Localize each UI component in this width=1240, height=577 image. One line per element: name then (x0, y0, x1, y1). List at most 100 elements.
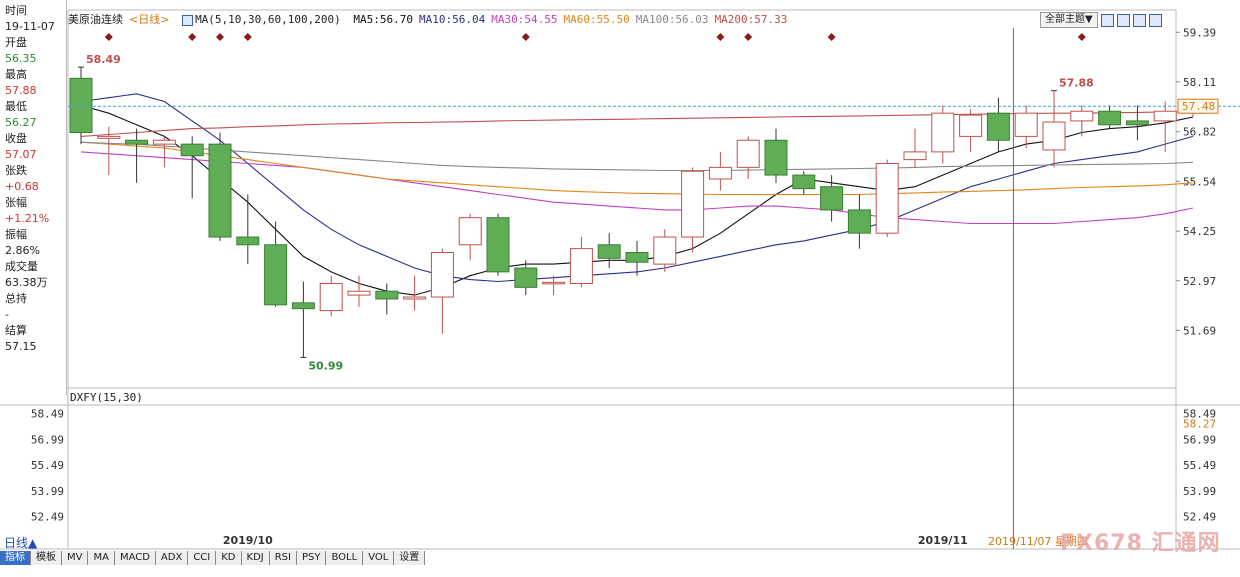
tab-4[interactable]: MACD (114, 551, 156, 565)
cursor-date-label: 2019/11/07 星期四 (988, 535, 1088, 548)
sub-axis-right-label: 58.27 (1183, 418, 1216, 431)
layout-icon[interactable] (1132, 14, 1146, 27)
maximize-icon[interactable] (1148, 14, 1162, 27)
candle-body (653, 236, 677, 265)
volume-label: 成交量 (5, 260, 38, 273)
extreme-price-label: 50.99 (308, 359, 343, 372)
candle-body (208, 143, 232, 238)
sub-y-tick-label-left: 58.49 (31, 408, 64, 421)
sub-indicator-title: DXFY(15,30) (70, 391, 143, 404)
cursor-price-box (1177, 98, 1219, 114)
ma-value-label: MA30:54.55 (491, 13, 558, 26)
cursor-price-label: 57.48 (1182, 100, 1215, 113)
tab-3[interactable]: MA (88, 551, 115, 565)
sub-y-tick-label: 52.49 (1183, 510, 1216, 523)
tab-2[interactable]: MV (62, 551, 89, 565)
x-tick-label: 2019/11 (918, 534, 968, 547)
candle-body (1125, 120, 1149, 126)
instrument-title: 美原油连续 (68, 13, 123, 26)
candle-body (125, 139, 149, 145)
candle-body (319, 282, 343, 312)
candle-body (820, 186, 844, 211)
candle-body (708, 166, 732, 180)
event-marker-icon (521, 33, 530, 41)
candle-body (236, 236, 260, 246)
sub-y-tick-label: 56.99 (1183, 433, 1216, 446)
change-pct-label: 张幅 (5, 196, 27, 209)
event-marker-icon (1077, 33, 1086, 41)
y-tick-label: 59.39 (1183, 26, 1216, 39)
candle-body (180, 143, 204, 157)
high-label: 最高 (5, 68, 27, 81)
tab-11[interactable]: BOLL (326, 551, 364, 565)
candle-body (486, 217, 510, 273)
y-tick-label: 55.54 (1183, 175, 1216, 188)
indicator-tab-bar: 指标 模板 MV MA MACD ADX CCI KD KDJ RSI PSY BOLL VOL 设置 (0, 551, 426, 565)
ma-value-label: MA200:57.33 (714, 13, 788, 26)
candle-body (152, 139, 176, 145)
candle-body (736, 139, 760, 168)
event-marker-icon (744, 33, 753, 41)
amplitude-value: 2.86% (5, 244, 40, 257)
candle-body (792, 174, 816, 190)
ma-value-label: MA100:56.03 (635, 13, 709, 26)
candle-body (430, 252, 454, 298)
tab-12[interactable]: VOL (363, 551, 395, 565)
event-marker-icon (827, 33, 836, 41)
change-pct-value: +1.21% (5, 212, 50, 225)
tab-7[interactable]: KD (216, 551, 242, 565)
candle-body (986, 112, 1010, 141)
candle-body (903, 151, 927, 161)
ma-settings-icon[interactable] (182, 14, 194, 26)
tab-10[interactable]: PSY (296, 551, 327, 565)
candle-body (97, 135, 121, 139)
candle-body (847, 209, 871, 234)
close-label: 收盘 (5, 132, 27, 145)
y-tick-label: 58.11 (1183, 76, 1216, 89)
amplitude-label: 振幅 (5, 228, 27, 241)
candle-body (569, 248, 593, 284)
event-marker-icon (216, 33, 224, 41)
tab-13[interactable]: 设置 (394, 551, 426, 565)
tab-6[interactable]: CCI (188, 551, 217, 565)
watermark-logo: FX678 汇通网 (1060, 531, 1221, 556)
tab-9[interactable]: RSI (269, 551, 297, 565)
time-value: 19-11-07 (5, 20, 55, 33)
event-marker-icon (243, 33, 252, 41)
ma-line-ma100 (80, 141, 1194, 172)
sub-y-tick-label: 55.49 (1183, 459, 1216, 472)
candle-body (625, 252, 649, 263)
sub-y-tick-label: 58.49 (1183, 408, 1216, 421)
settle-label: 结算 (5, 324, 27, 337)
window-view-icon[interactable] (1116, 14, 1130, 27)
time-label: 时间 (5, 4, 27, 17)
tab-0[interactable]: 指标 (0, 551, 31, 565)
open-interest-value: - (5, 308, 9, 321)
settle-value: 57.15 (5, 340, 37, 353)
ma-line-ma30 (80, 151, 1194, 225)
sub-y-tick-label-left: 53.99 (31, 485, 64, 498)
event-marker-icon (188, 33, 197, 41)
candle-body (375, 290, 399, 300)
event-marker-icon (716, 33, 725, 41)
candle-body (681, 170, 705, 238)
candle-body (69, 77, 93, 134)
tab-1[interactable]: 模板 (31, 551, 62, 565)
ma-value-label: MA5:56.70 (353, 13, 413, 26)
sub-y-tick-label: 53.99 (1183, 485, 1216, 498)
y-tick-label: 51.69 (1183, 324, 1216, 337)
grid-view-icon[interactable] (1100, 14, 1114, 27)
period-tag: <日线> (129, 13, 170, 26)
period-select-button[interactable]: 日线▲ (4, 536, 38, 550)
open-value: 56.35 (5, 52, 37, 65)
theme-dropdown-button[interactable]: 全部主题▼ (1040, 12, 1098, 28)
candle-body (1014, 112, 1038, 137)
change-label: 张跌 (5, 164, 27, 177)
tab-8[interactable]: KDJ (241, 551, 270, 565)
tab-5[interactable]: ADX (155, 551, 189, 565)
ma-line-ma60 (80, 141, 1194, 196)
ma-value-label: MA10:56.04 (419, 13, 486, 26)
top-toolbar: 全部主题▼ (1040, 12, 1162, 28)
y-tick-label: 56.82 (1183, 126, 1216, 139)
